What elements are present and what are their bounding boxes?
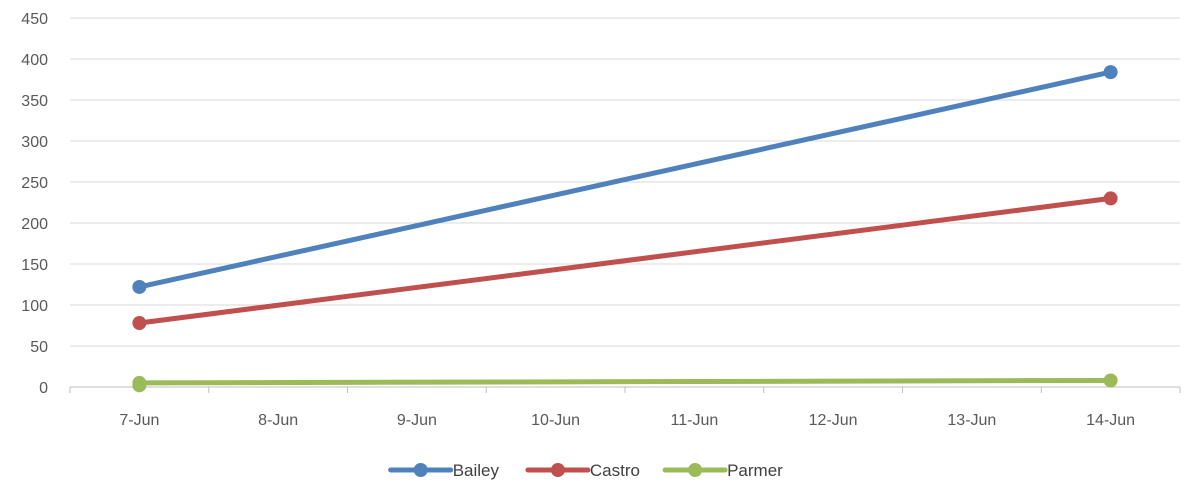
series-parmer bbox=[132, 373, 1118, 393]
legend-label-bailey: Bailey bbox=[453, 461, 500, 480]
series-lines bbox=[132, 65, 1118, 393]
legend-label-parmer: Parmer bbox=[727, 461, 783, 480]
y-axis-ticks: 0 50 100 150 200 250 300 350 400 450 bbox=[21, 11, 48, 397]
y-tick-label: 350 bbox=[21, 93, 48, 110]
series-line-castro bbox=[136, 195, 1114, 326]
x-axis: 7-Jun 8-Jun 9-Jun 10-Jun 11-Jun 12-Jun 13-Jun 1… bbox=[69, 386, 1181, 429]
x-tick-label: 10-Jun bbox=[531, 412, 580, 429]
legend-marker-bailey bbox=[413, 463, 428, 477]
legend-item-bailey: Bailey bbox=[388, 461, 500, 480]
y-tick-label: 100 bbox=[21, 298, 48, 315]
data-point-parmer bbox=[132, 378, 147, 393]
x-tick-label: 8-Jun bbox=[258, 412, 298, 429]
legend-item-castro: Castro bbox=[525, 461, 640, 480]
x-tick-label: 7-Jun bbox=[119, 412, 159, 429]
y-tick-label: 250 bbox=[21, 175, 48, 192]
y-tick-label: 450 bbox=[21, 11, 48, 28]
series-bailey bbox=[132, 65, 1118, 294]
y-tick-label: 50 bbox=[30, 339, 48, 356]
legend-item-parmer: Parmer bbox=[662, 461, 783, 480]
legend-label-castro: Castro bbox=[590, 461, 640, 480]
y-tick-label: 300 bbox=[21, 134, 48, 151]
data-point-castro bbox=[1103, 191, 1118, 206]
data-point-bailey bbox=[1103, 65, 1118, 80]
y-tick-label: 150 bbox=[21, 257, 48, 274]
series-castro bbox=[132, 191, 1118, 331]
x-tick-label: 11-Jun bbox=[671, 412, 719, 429]
y-tick-label: 400 bbox=[21, 52, 48, 69]
x-tick-label: 14-Jun bbox=[1086, 412, 1135, 429]
legend: Bailey Castro Parmer bbox=[388, 461, 783, 480]
data-point-castro bbox=[132, 316, 147, 331]
data-point-parmer bbox=[1103, 373, 1118, 388]
legend-marker-parmer bbox=[688, 463, 703, 477]
y-tick-label: 200 bbox=[21, 216, 48, 233]
data-point-bailey bbox=[132, 279, 147, 294]
legend-marker-castro bbox=[550, 463, 565, 477]
series-line-parmer bbox=[136, 377, 1114, 386]
y-tick-label: 0 bbox=[39, 380, 48, 397]
series-line-bailey bbox=[136, 69, 1114, 290]
x-tick-label: 12-Jun bbox=[809, 412, 858, 429]
x-tick-label: 9-Jun bbox=[397, 412, 437, 429]
x-tick-label: 13-Jun bbox=[947, 412, 996, 429]
